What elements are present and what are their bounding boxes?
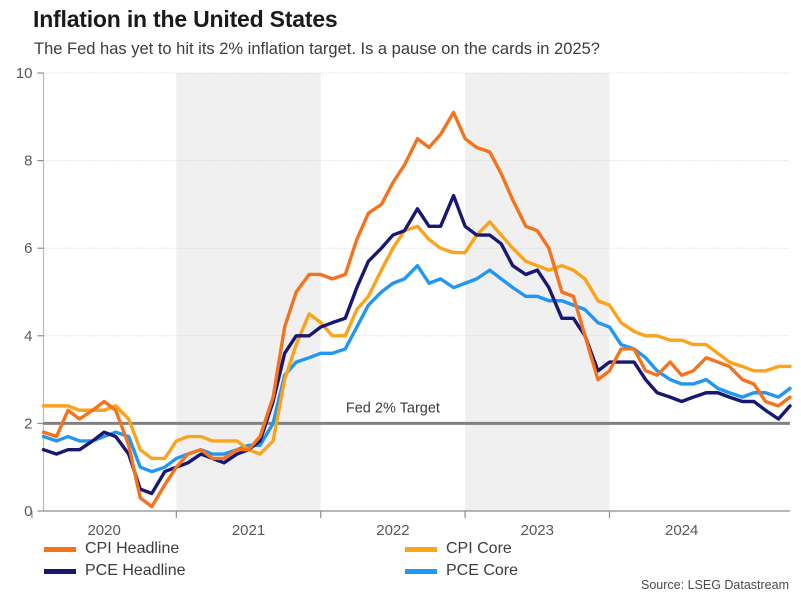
x-axis-label-2022: 2022 (376, 522, 409, 539)
series-line-cpi-core (41, 220, 792, 461)
legend-item-cpi-headline[interactable]: CPI Headline (44, 538, 186, 560)
legend: CPI Headline PCE Headline CPI Core PCE C… (0, 538, 801, 586)
axes (31, 72, 790, 518)
y-axis-label-8: 8 (24, 153, 32, 170)
series-line-pce-headline (41, 193, 792, 496)
legend-swatch-pce-core (405, 568, 437, 574)
legend-column-left: CPI Headline PCE Headline (44, 538, 186, 582)
x-tick-labels: 2020 2021 2022 2023 2024 (87, 522, 698, 539)
y-axis-label-10: 10 (16, 65, 33, 82)
y-axis-label-0: 0 (24, 503, 32, 520)
fed-target-label: Fed 2% Target (346, 400, 440, 416)
legend-column-right: CPI Core PCE Core (405, 538, 518, 582)
y-tick-labels: 0 2 4 6 8 10 (16, 65, 33, 520)
fed-target-group: Fed 2% Target (43, 400, 790, 425)
y-axis-label-2: 2 (24, 415, 32, 432)
series-line-cpi-headline (41, 110, 792, 509)
page-subtitle: The Fed has yet to hit its 2% inflation … (34, 40, 600, 58)
legend-item-pce-core[interactable]: PCE Core (405, 560, 518, 582)
legend-label-pce-headline: PCE Headline (85, 562, 186, 579)
x-axis-label-2024: 2024 (665, 522, 698, 539)
legend-item-pce-headline[interactable]: PCE Headline (44, 560, 186, 582)
legend-item-cpi-core[interactable]: CPI Core (405, 538, 518, 560)
shaded-band-1 (465, 73, 610, 511)
legend-swatch-cpi-headline (44, 546, 76, 552)
legend-swatch-cpi-core (405, 546, 437, 552)
legend-label-pce-core: PCE Core (446, 562, 519, 579)
page-title: Inflation in the United States (33, 6, 338, 32)
source-attribution: Source: LSEG Datastream (641, 578, 789, 592)
legend-swatch-pce-headline (44, 568, 76, 574)
legend-label-cpi-core: CPI Core (446, 540, 512, 557)
series-line-pce-core (41, 264, 792, 474)
y-axis-label-6: 6 (24, 240, 32, 257)
legend-label-cpi-headline: CPI Headline (85, 540, 180, 557)
series-lines (41, 110, 792, 509)
x-axis-label-2020: 2020 (87, 522, 120, 539)
y-axis-label-4: 4 (24, 328, 32, 345)
x-axis-label-2023: 2023 (521, 522, 554, 539)
x-axis-label-2021: 2021 (232, 522, 265, 539)
